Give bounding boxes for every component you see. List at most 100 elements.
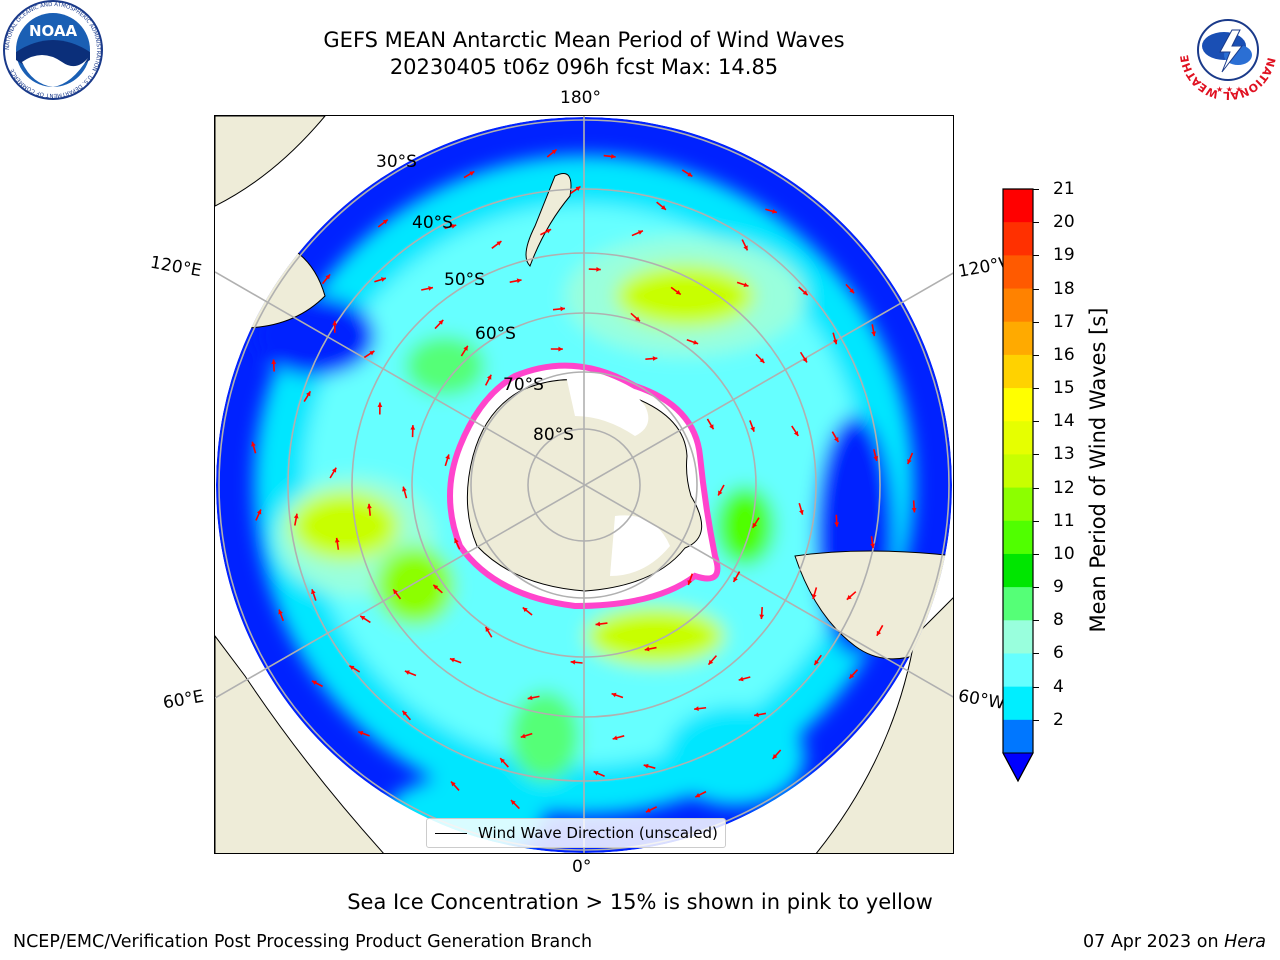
legend-label: Wind Wave Direction (unscaled)	[478, 824, 718, 842]
wave-direction-arrowhead	[278, 609, 283, 615]
colorbar-swatch	[1003, 255, 1033, 290]
map-canvas	[215, 116, 953, 853]
wave-direction-arrowhead	[445, 454, 450, 460]
wave-direction-arrowhead	[428, 286, 433, 291]
colorbar-tick-mark	[1033, 487, 1039, 489]
colorbar	[1002, 188, 1034, 783]
wave-direction-arrowhead	[325, 274, 331, 280]
colorbar-tick-mark	[1033, 686, 1039, 688]
svg-text:★ ★ ★: ★ ★ ★	[1216, 85, 1243, 94]
wave-direction-arrowhead	[611, 154, 616, 159]
wave-direction-arrowhead	[382, 219, 388, 225]
wave-direction-arrowhead	[708, 659, 714, 665]
colorbar-tick-mark	[1033, 388, 1039, 390]
wave-direction-arrowhead	[380, 277, 386, 282]
wave-direction-arrowhead	[718, 490, 723, 496]
land-africa-corner	[215, 635, 384, 853]
wave-direction-arrowhead	[612, 735, 618, 741]
wave-direction-arrowhead	[449, 657, 455, 663]
credit-date-host: 07 Apr 2023 on Hera	[1082, 932, 1266, 952]
colorbar-swatch	[1003, 587, 1033, 621]
colorbar-tick-label: 12	[1053, 477, 1075, 498]
colorbar-tick-label: 16	[1053, 344, 1075, 365]
colorbar-tick-label: 4	[1053, 676, 1064, 697]
wave-direction-arrowhead	[799, 509, 804, 515]
colorbar-swatch	[1003, 686, 1033, 721]
wave-direction-arrowhead	[520, 733, 526, 739]
colorbar-swatch	[1003, 487, 1033, 522]
colorbar-swatch	[1003, 388, 1033, 422]
wave-direction-arrowhead	[652, 356, 658, 361]
colorbar-tick-label: 19	[1053, 245, 1075, 266]
wave-direction-arrowhead	[251, 441, 256, 447]
wave-direction-arrowhead	[911, 507, 917, 513]
wave-direction-arrowhead	[849, 288, 855, 294]
wave-direction-arrowhead	[522, 607, 528, 613]
wave-direction-arrowhead	[832, 339, 838, 345]
wave-direction-arrowhead	[360, 615, 366, 621]
lat-label-30s: 30°S	[376, 152, 417, 172]
colorbar-swatch	[1003, 454, 1033, 489]
wave-direction-arrowhead	[694, 706, 699, 712]
colorbar-tick-mark	[1033, 653, 1039, 655]
wave-direction-arrowhead	[907, 459, 912, 465]
wave-direction-arrowhead	[358, 731, 364, 736]
colorbar-swatch	[1003, 222, 1033, 256]
lon-label-60e: 60°E	[161, 686, 206, 714]
wave-direction-arrowhead	[743, 282, 749, 288]
wave-direction-arrowhead	[271, 359, 277, 365]
colorbar-swatches	[1002, 188, 1034, 783]
colorbar-tick-mark	[1033, 553, 1039, 555]
land-south-america-corner	[815, 597, 953, 853]
map-panel	[214, 115, 954, 854]
wave-direction-arrowhead	[693, 340, 699, 345]
colorbar-swatch	[1003, 553, 1033, 588]
wave-direction-arrowhead	[404, 670, 410, 675]
wave-direction-arrowhead	[334, 537, 340, 543]
weddell-ice-shelf	[610, 515, 670, 576]
colorbar-tick-mark	[1033, 719, 1039, 721]
ross-ice-shelf	[565, 370, 649, 436]
land-australia-corner	[215, 116, 326, 207]
land-south-america	[794, 550, 952, 660]
wave-direction-arrowhead	[772, 754, 778, 759]
wave-direction-arrowhead	[570, 659, 576, 665]
wave-direction-arrowhead	[637, 230, 643, 235]
colorbar-swatch	[1003, 421, 1033, 455]
wave-direction-arrowhead	[611, 692, 617, 698]
wave-direction-arrowhead	[454, 538, 459, 544]
colorbar-swatch	[1003, 288, 1033, 323]
wave-direction-arrowhead	[675, 289, 681, 295]
colorbar-label: Mean Period of Wind Waves [s]	[1086, 307, 1110, 633]
wave-direction-arrowhead	[661, 205, 666, 210]
wave-direction-arrowhead	[834, 522, 840, 527]
wave-direction-arrowhead	[750, 426, 755, 432]
wave-direction-arrowhead	[367, 503, 372, 509]
wave-direction-arrowhead	[560, 306, 565, 312]
wave-direction-arrowhead	[687, 172, 693, 177]
wave-direction-arrowhead	[635, 316, 640, 322]
lat-label-80s: 80°S	[533, 425, 574, 445]
wave-direction-arrowhead	[546, 229, 552, 234]
wave-direction-arrowhead	[402, 710, 408, 716]
legend-line-sample	[435, 832, 467, 834]
colorbar-under-extension	[1002, 752, 1034, 783]
lat-label-40s: 40°S	[412, 213, 453, 233]
wave-direction-arrowhead	[487, 374, 492, 380]
colorbar-tick-label: 9	[1053, 577, 1064, 598]
colorbar-tick-label: 2	[1053, 709, 1064, 730]
colorbar-tick-label: 6	[1053, 643, 1064, 664]
colorbar-tick-mark	[1033, 620, 1039, 622]
lon-label-120e: 120°E	[148, 252, 204, 282]
wave-direction-arrowhead	[451, 224, 457, 229]
colorbar-tick-label: 21	[1053, 179, 1075, 199]
wave-direction-arrowhead	[709, 424, 714, 430]
wave-direction-arrowhead	[393, 589, 398, 595]
colorbar-swatch	[1003, 520, 1033, 555]
wave-direction-arrowhead	[772, 208, 777, 214]
wave-direction-arrowhead	[377, 402, 383, 407]
colorbar-tick-label: 10	[1053, 543, 1075, 564]
colorbar-swatch	[1003, 354, 1033, 389]
wave-direction-arrowhead	[451, 781, 456, 787]
colorbar-swatch	[1003, 189, 1033, 223]
